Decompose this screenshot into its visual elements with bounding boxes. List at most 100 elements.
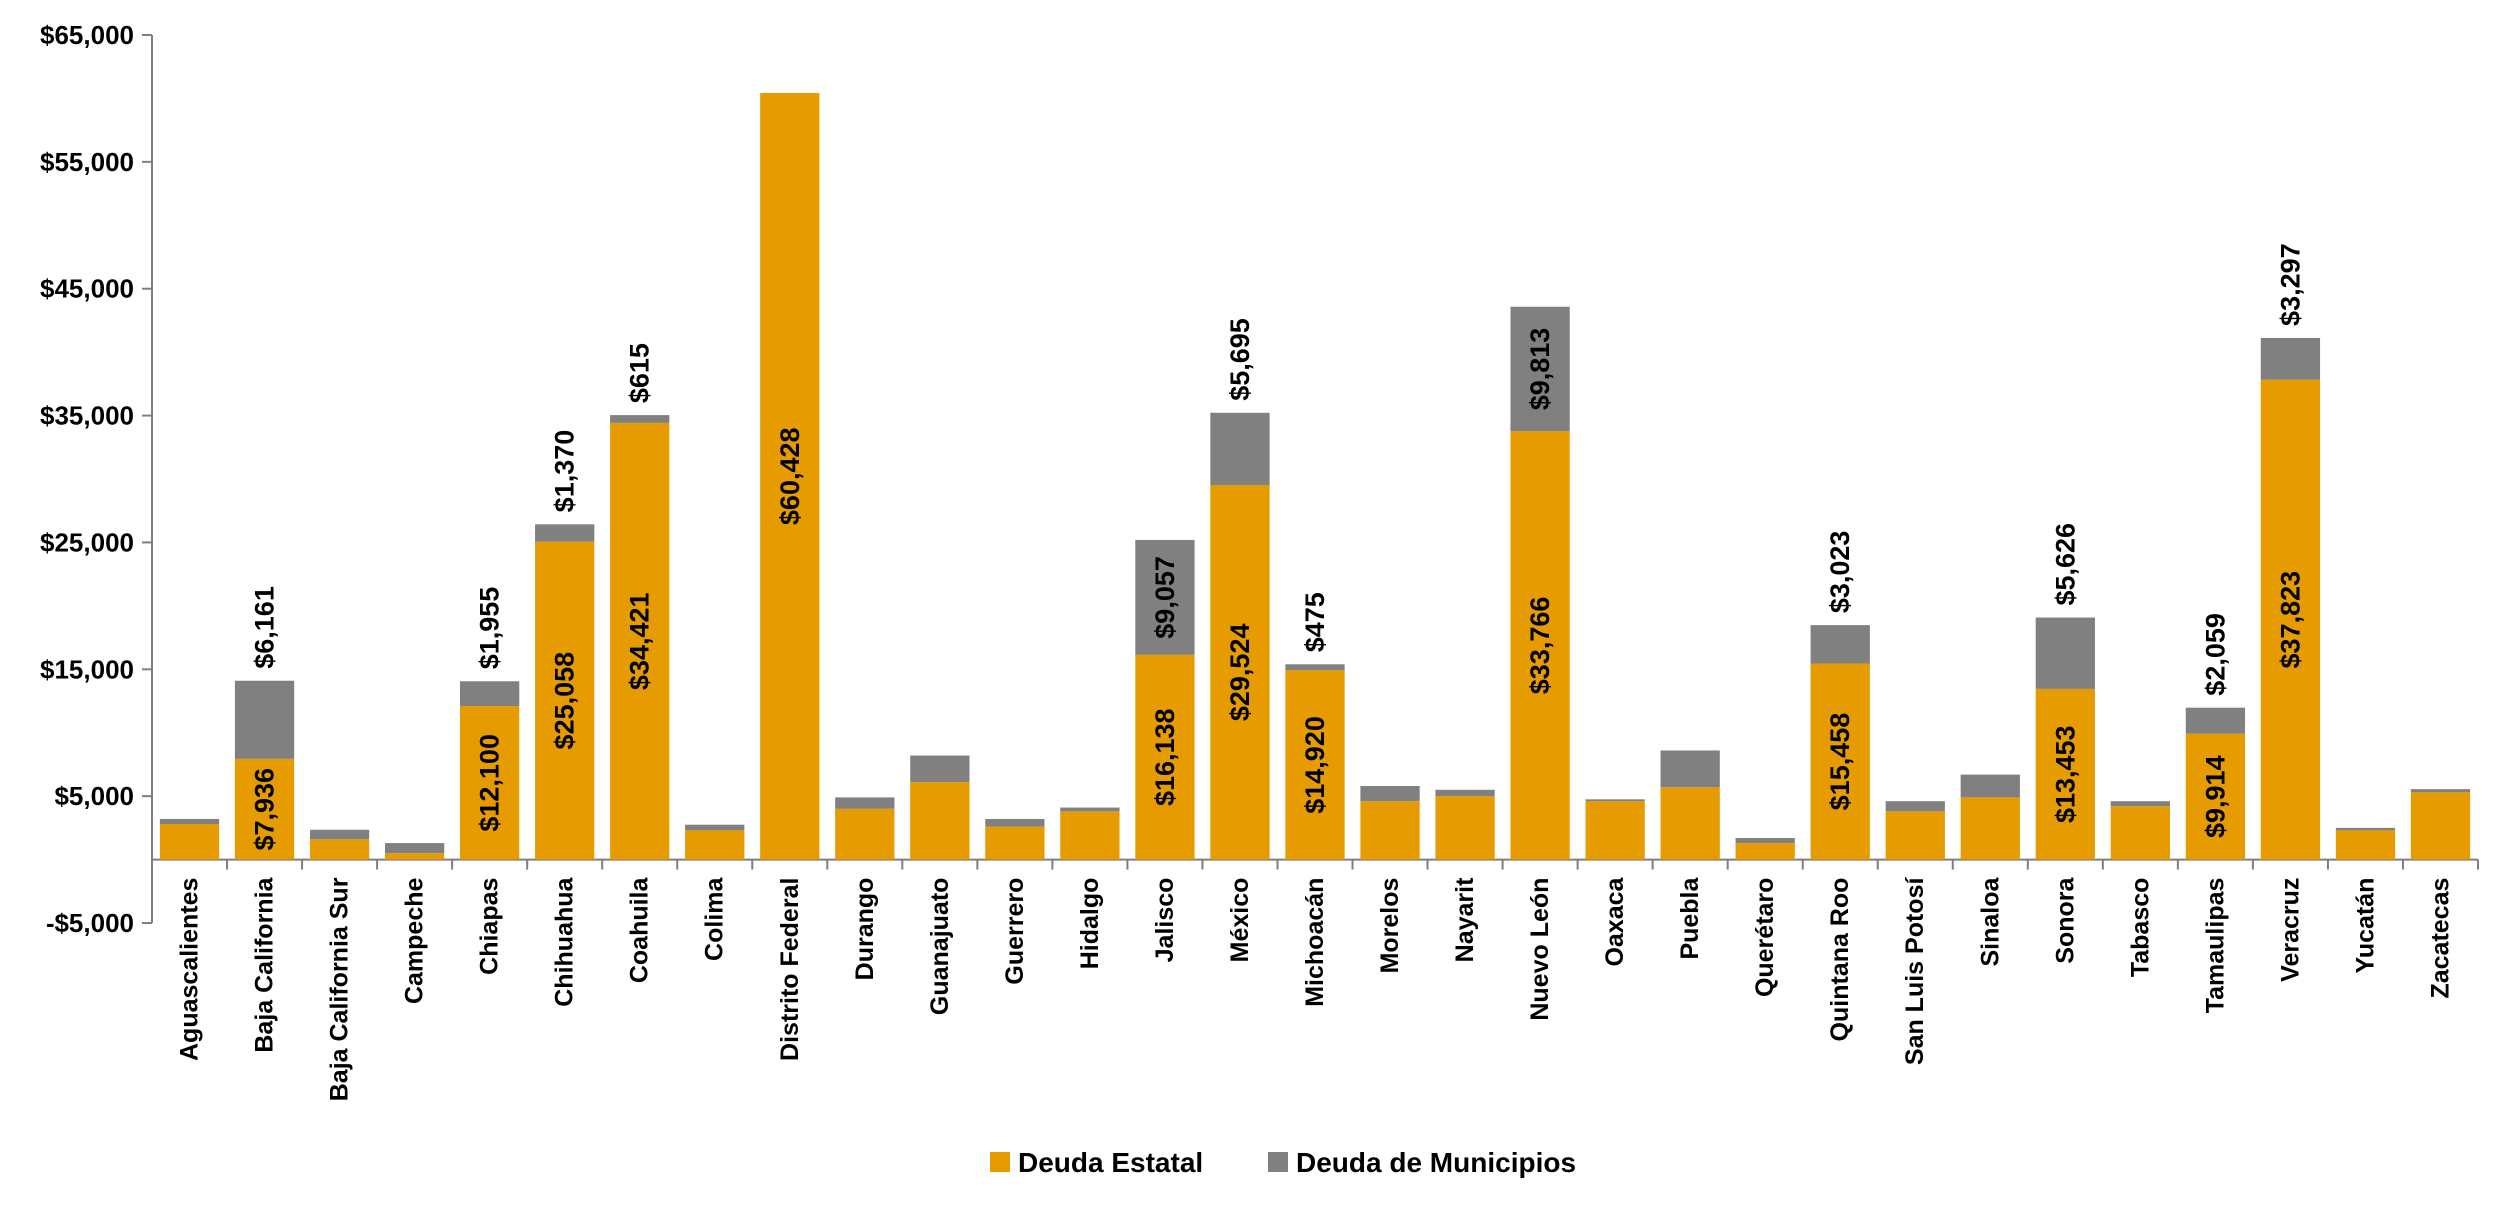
- x-tick-label: Hidalgo: [1076, 878, 1104, 970]
- bar-deuda-estatal: [610, 422, 670, 860]
- data-label-estatal: $37,823: [2275, 571, 2305, 669]
- y-tick-label: $5,000: [54, 781, 134, 811]
- bar-deuda-estatal: [910, 782, 970, 860]
- data-label-estatal: $25,058: [550, 652, 580, 750]
- bar-deuda-municipios: [1810, 625, 1870, 664]
- y-tick-label: $35,000: [40, 401, 134, 431]
- x-tick-label: Sinaloa: [1976, 876, 2004, 966]
- bar-deuda-municipios: [2335, 827, 2396, 831]
- bar-deuda-municipios: [1735, 838, 1795, 844]
- data-label-estatal: $16,138: [1150, 708, 1180, 806]
- bar-deuda-estatal: [1510, 431, 1570, 860]
- bars-layer: [159, 92, 2471, 860]
- bar-deuda-municipios: [460, 681, 520, 707]
- bar-deuda-estatal: [1135, 654, 1195, 860]
- x-tick-label: México: [1226, 878, 1254, 963]
- bar-deuda-estatal: [1435, 796, 1495, 860]
- legend-swatch-estatal: [990, 1152, 1010, 1172]
- x-tick-label: Chihuahua: [551, 876, 579, 1006]
- x-tick-labels-layer: Aguascalientes Baja California Baja Califo…: [176, 876, 2455, 1101]
- x-tick-label: Puebla: [1676, 876, 1704, 959]
- data-label-estatal: $15,458: [1825, 713, 1855, 811]
- x-tick-label: Distrito Federal: [776, 878, 804, 1061]
- axes-layer: -$5,000 $5,000 $15,000 $25,000 $35,000 $45,00…: [40, 20, 2479, 938]
- bar-deuda-municipios: [1210, 412, 1270, 486]
- data-label-estatal: $33,766: [1525, 597, 1555, 695]
- legend-label-estatal: Deuda Estatal: [1018, 1147, 1203, 1178]
- bar-deuda-municipios: [985, 818, 1045, 827]
- bar-deuda-municipios: [2260, 337, 2321, 380]
- data-label-municipios: $9,057: [1150, 556, 1180, 639]
- x-tick-label: Querétaro: [1751, 878, 1779, 997]
- bar-deuda-municipios: [2110, 801, 2170, 807]
- bar-deuda-municipios: [1060, 807, 1120, 812]
- bar-deuda-municipios: [309, 829, 370, 840]
- x-tick-label: Morelos: [1376, 878, 1404, 974]
- data-label-municipios: $1,955: [475, 587, 505, 670]
- bar-deuda-estatal: [460, 706, 520, 860]
- data-label-municipios: $1,370: [550, 430, 580, 513]
- legend: Deuda Estatal Deuda de Municipios: [990, 1147, 1576, 1178]
- data-label-estatal: $13,453: [2050, 725, 2080, 823]
- bar-deuda-estatal: [1210, 485, 1270, 860]
- bar-deuda-municipios: [2185, 707, 2246, 734]
- x-tick-label: Yucatán: [2351, 878, 2379, 974]
- x-tick-label: Veracruz: [2276, 878, 2304, 982]
- bar-deuda-municipios: [2410, 789, 2471, 793]
- bar-deuda-municipios: [2035, 617, 2095, 689]
- bar-deuda-municipios: [535, 524, 595, 542]
- bar-deuda-estatal: [234, 758, 295, 860]
- y-tick-label: $15,000: [40, 654, 134, 684]
- y-tick-label: $55,000: [40, 147, 134, 177]
- bar-deuda-estatal: [2260, 379, 2321, 860]
- x-tick-label: Tamaulipas: [2201, 878, 2229, 1014]
- bar-deuda-estatal: [2035, 688, 2095, 860]
- bar-deuda-estatal: [1660, 787, 1720, 860]
- bar-deuda-estatal: [384, 853, 445, 860]
- bar-deuda-estatal: [835, 808, 895, 860]
- bar-deuda-estatal: [309, 839, 370, 860]
- data-labels-layer: $7,936 $6,161 $12,100 $1,955 $25,058 $1,370 $3…: [250, 243, 2306, 850]
- x-tick-label: Oaxaca: [1601, 876, 1629, 966]
- bar-deuda-municipios: [1960, 774, 2020, 798]
- data-label-estatal: $60,428: [775, 427, 805, 525]
- data-label-estatal: $9,914: [2200, 755, 2230, 838]
- x-tick-label: Quintana Roo: [1826, 878, 1854, 1042]
- bar-deuda-municipios: [835, 797, 895, 809]
- x-tick-label: Sonora: [2051, 876, 2079, 963]
- bar-deuda-municipios: [1585, 799, 1645, 802]
- bar-deuda-estatal: [1735, 843, 1795, 860]
- x-tick-label: San Luis Potosí: [1901, 877, 1929, 1066]
- data-label-municipios: $5,695: [1225, 318, 1255, 401]
- x-tick-label: Zacatecas: [2426, 878, 2454, 999]
- legend-swatch-municipios: [1268, 1152, 1288, 1172]
- data-label-municipios: $2,059: [2200, 613, 2230, 696]
- x-tick-label: Chiapas: [476, 878, 504, 975]
- bar-deuda-municipios: [610, 415, 670, 423]
- x-tick-label: Durango: [851, 878, 879, 981]
- x-tick-label: Coahuila: [626, 876, 654, 983]
- x-tick-label: Baja California: [251, 876, 279, 1052]
- bar-deuda-estatal: [1585, 801, 1645, 860]
- data-label-municipios: $6,161: [250, 586, 280, 669]
- x-tick-label: Baja California Sur: [326, 877, 354, 1101]
- x-tick-label: Nayarit: [1451, 877, 1479, 962]
- x-tick-label: Michoacán: [1301, 878, 1329, 1007]
- data-label-municipios: $3,023: [1825, 531, 1855, 614]
- x-tick-label: Guerrero: [1001, 878, 1029, 985]
- data-label-municipios: $3,297: [2275, 243, 2305, 326]
- y-tick-label: $65,000: [40, 20, 134, 50]
- bar-deuda-municipios: [1135, 539, 1195, 655]
- x-tick-label: Tabasco: [2126, 878, 2154, 978]
- y-tick-label: $25,000: [40, 527, 134, 557]
- x-tick-label: Nuevo León: [1526, 878, 1554, 1021]
- x-tick-label: Guanajuato: [926, 878, 954, 1016]
- bar-deuda-estatal: [1285, 670, 1345, 860]
- bar-deuda-estatal: [1360, 801, 1420, 860]
- bar-deuda-municipios: [1885, 801, 1945, 812]
- data-label-municipios: $5,626: [2050, 523, 2080, 606]
- bar-deuda-estatal: [1810, 663, 1870, 860]
- x-tick-label: Colima: [701, 876, 729, 960]
- bar-deuda-estatal: [535, 541, 595, 860]
